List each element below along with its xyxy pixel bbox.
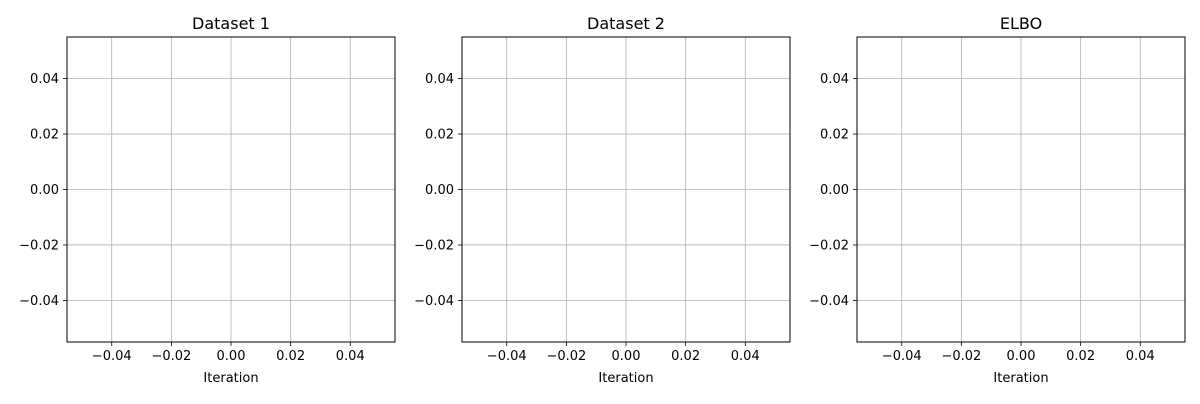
x-axis-label: Iteration (203, 371, 258, 386)
x-tick-label: −0.02 (941, 349, 981, 364)
y-tick-label: 0.00 (30, 183, 59, 198)
x-tick-label: 0.00 (1007, 349, 1036, 364)
y-tick-label: 0.04 (30, 72, 59, 87)
chart-title: Dataset 2 (587, 14, 665, 33)
x-tick-label: 0.04 (1126, 349, 1155, 364)
y-tick-label: 0.02 (425, 128, 454, 143)
y-tick-label: −0.04 (809, 294, 849, 309)
y-tick-label: 0.00 (820, 183, 849, 198)
chart-panel-3: −0.04 −0.02 0.00 0.02 0.04 0.04 0.02 0.00 −0.02 −… (809, 14, 1186, 386)
chart-panel-2: −0.04 −0.02 0.00 0.02 0.04 0.04 0.02 0.00 −0.02 −… (414, 14, 791, 386)
y-tick-label: 0.04 (425, 72, 454, 87)
y-tick-label: 0.04 (820, 72, 849, 87)
chart-panel-1: −0.04 −0.02 0.00 0.02 0.04 0.04 0.02 0.00 −0.02 −… (19, 14, 396, 386)
x-axis-label: Iteration (993, 371, 1048, 386)
x-tick-label: −0.04 (487, 349, 527, 364)
y-tick-label: −0.02 (19, 238, 59, 253)
y-tick-label: −0.04 (19, 294, 59, 309)
chart-title: ELBO (1000, 14, 1042, 33)
y-tick-label: −0.02 (414, 238, 454, 253)
x-tick-label: −0.04 (92, 349, 132, 364)
x-tick-label: 0.00 (217, 349, 246, 364)
x-tick-label: 0.02 (276, 349, 305, 364)
y-tick-label: 0.02 (820, 128, 849, 143)
x-axis-label: Iteration (598, 371, 653, 386)
x-tick-label: −0.02 (546, 349, 586, 364)
x-tick-label: 0.04 (336, 349, 365, 364)
x-tick-label: −0.02 (151, 349, 191, 364)
x-tick-label: 0.02 (1066, 349, 1095, 364)
x-tick-label: 0.04 (731, 349, 760, 364)
x-tick-label: 0.00 (612, 349, 641, 364)
chart-title: Dataset 1 (192, 14, 270, 33)
y-tick-label: 0.00 (425, 183, 454, 198)
y-tick-label: −0.02 (809, 238, 849, 253)
y-tick-label: 0.02 (30, 128, 59, 143)
x-tick-label: 0.02 (671, 349, 700, 364)
y-tick-label: −0.04 (414, 294, 454, 309)
x-tick-label: −0.04 (882, 349, 922, 364)
